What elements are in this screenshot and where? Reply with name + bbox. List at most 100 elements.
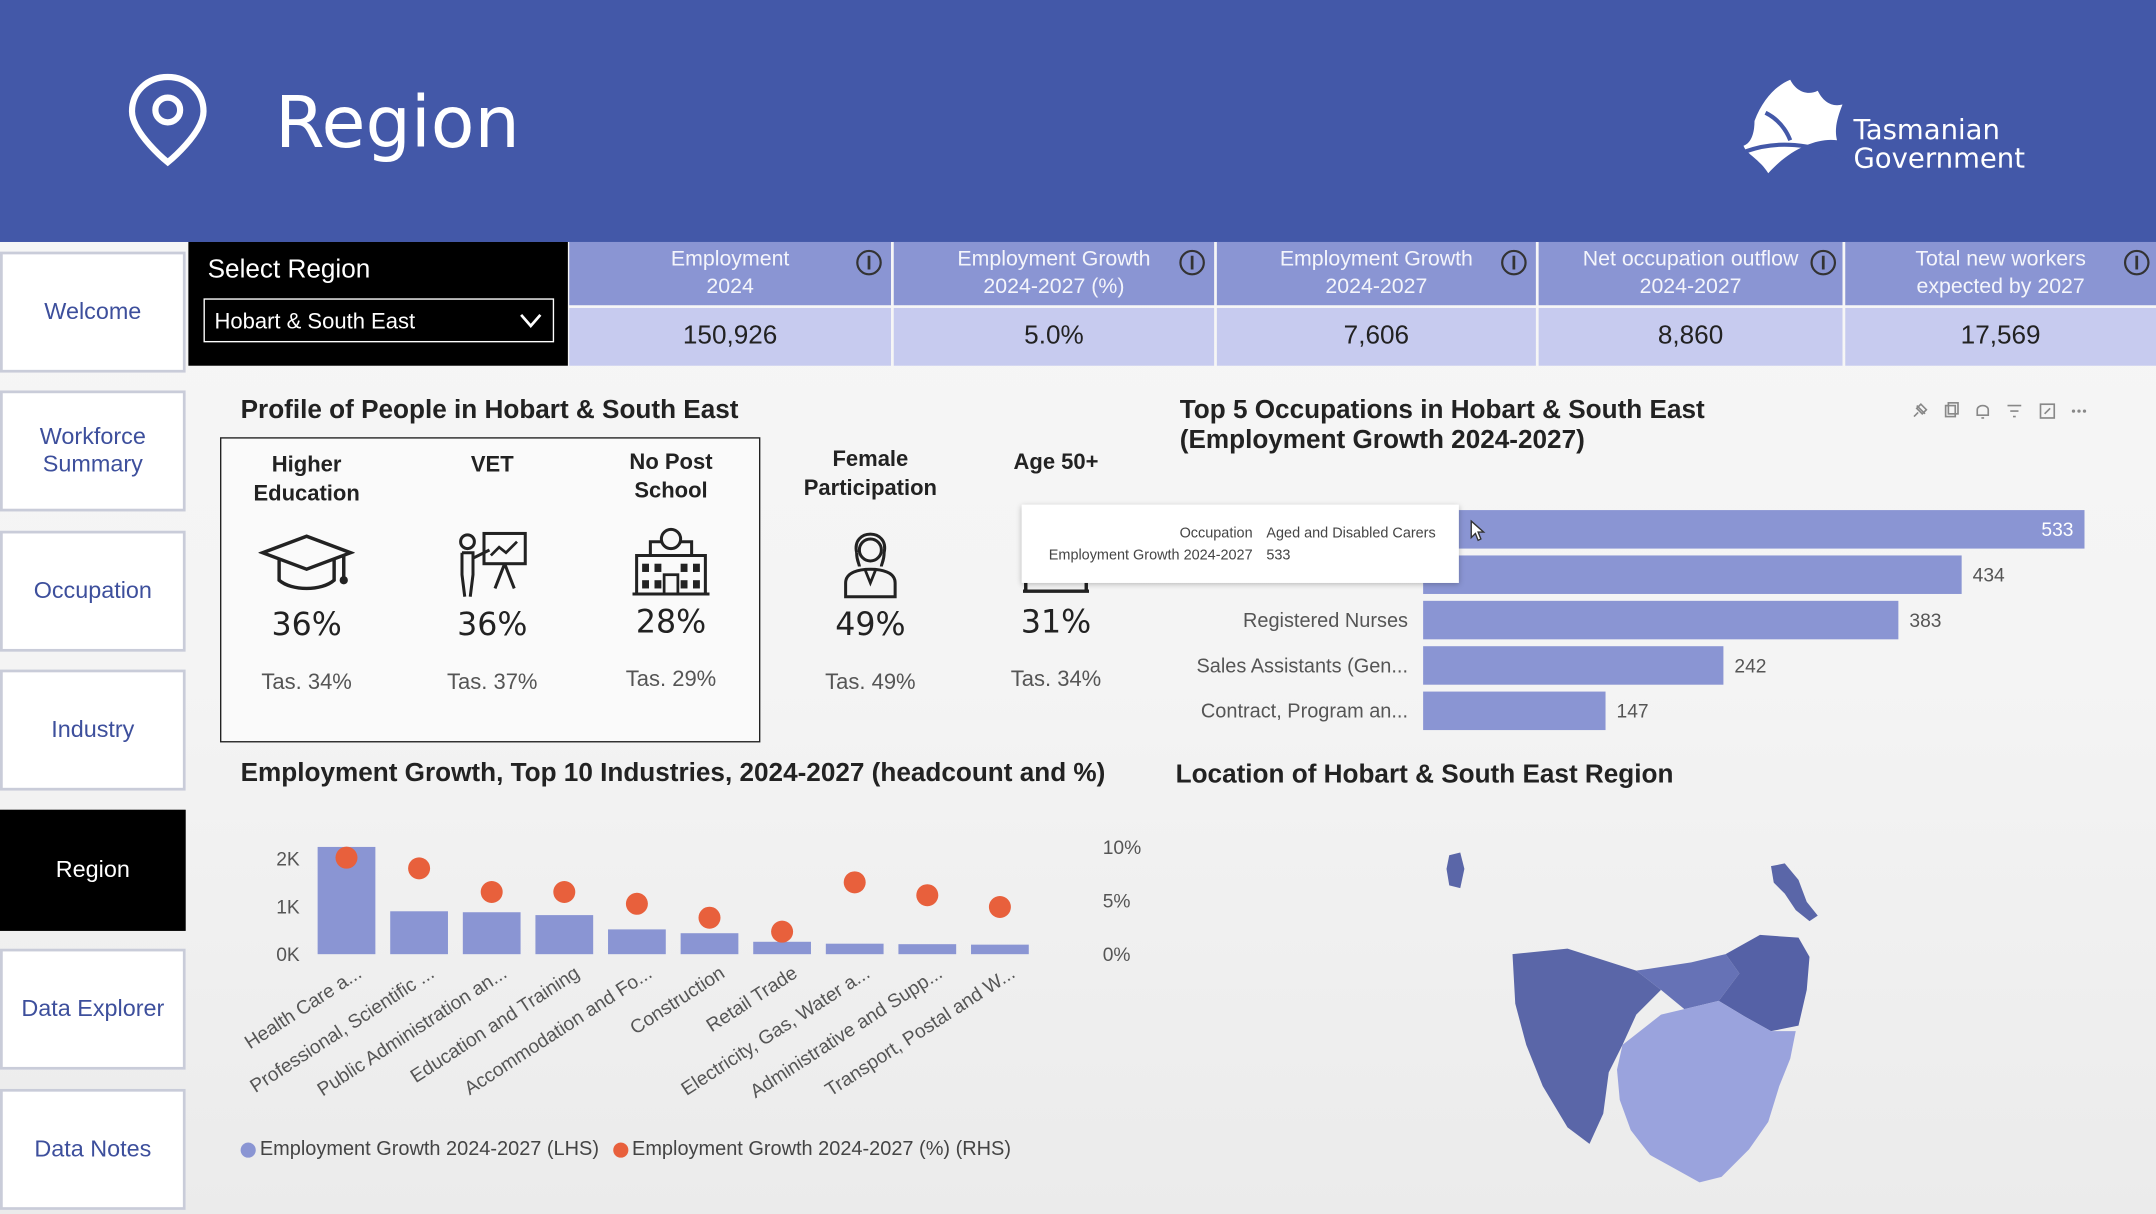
industry-growth-dot[interactable] <box>916 884 939 907</box>
occupation-value-label: 533 <box>2041 520 2073 541</box>
map-northeast-region[interactable] <box>1718 934 1810 1032</box>
industry-growth-dot[interactable] <box>553 880 576 903</box>
region-selector: Select Region Hobart & South East <box>188 241 568 366</box>
industry-growth-dot[interactable] <box>843 871 866 894</box>
nav-label: Data Notes <box>34 1135 152 1162</box>
legend-dot <box>612 1142 628 1158</box>
occupation-bar[interactable] <box>1423 555 1962 594</box>
industry-growth-dot[interactable] <box>408 857 431 880</box>
nav-region[interactable]: Region <box>0 809 186 931</box>
visual-toolbar <box>1913 402 2087 419</box>
nav-occupation[interactable]: Occupation <box>0 530 186 652</box>
kpi-header-line2: 2024 <box>706 274 754 299</box>
industry-bar[interactable] <box>535 915 594 955</box>
kpi-header-line1: Employment Growth <box>1279 247 1473 271</box>
industry-growth-dot[interactable] <box>698 906 721 929</box>
bell-icon[interactable] <box>1976 404 1990 419</box>
map-north-region[interactable] <box>1636 954 1740 1010</box>
nav-workforce-summary[interactable]: Workforce Summary <box>0 390 186 512</box>
school-building-icon <box>632 527 710 596</box>
profile-label <box>980 477 1131 506</box>
info-icon[interactable] <box>1810 249 1838 276</box>
select-region-label: Select Region <box>207 255 371 285</box>
profile-tas-value: Tas. 37% <box>447 670 538 695</box>
nav-welcome[interactable]: Welcome <box>0 251 186 373</box>
industry-bar[interactable] <box>462 912 521 955</box>
nav-data-notes[interactable]: Data Notes <box>0 1088 186 1210</box>
industry-bar[interactable] <box>971 944 1029 955</box>
occupations-title: Top 5 Occupations in Hobart & South East… <box>1180 396 1705 456</box>
industry-bar[interactable] <box>753 941 811 955</box>
copy-icon[interactable] <box>1944 402 1959 418</box>
logo-line-2: Government <box>1853 141 2026 175</box>
y-tick-label: 1K <box>276 897 300 918</box>
y2-tick-label: 5% <box>1103 891 1131 912</box>
info-icon[interactable] <box>2123 249 2151 276</box>
focus-mode-icon[interactable] <box>2039 403 2056 419</box>
industry-growth-dot[interactable] <box>480 880 503 903</box>
graduation-cap-icon <box>258 534 355 591</box>
info-icon[interactable] <box>855 249 883 276</box>
kpi-employment-value: 150,926 <box>569 307 891 366</box>
profile-label: School <box>634 479 708 504</box>
kpi-growth-value: 7,606 <box>1216 307 1536 366</box>
region-dropdown[interactable]: Hobart & South East <box>203 298 555 343</box>
nav-label: Occupation <box>33 577 152 604</box>
logo-line-1: Tasmanian <box>1853 112 2000 146</box>
occupation-bar[interactable] <box>1423 510 2085 549</box>
filter-icon[interactable] <box>2007 404 2022 418</box>
profile-percent: 49% <box>835 607 906 644</box>
kpi-header-line1: Employment <box>670 247 790 271</box>
occupation-bar[interactable] <box>1423 600 1899 640</box>
logo-text: Tasmanian Government <box>1854 115 2026 173</box>
occupation-category-label: Sales Assistants (Gen... <box>1196 655 1408 677</box>
occupation-bar[interactable] <box>1423 691 1606 731</box>
pin-icon[interactable] <box>1913 403 1928 418</box>
industry-growth-dot[interactable] <box>335 846 358 869</box>
kpi-outflow-value: 8,860 <box>1538 307 1843 366</box>
header-bar: Region Tasmanian Government <box>0 0 2156 242</box>
tooltip-value-occupation: Aged and Disabled Carers <box>1266 525 1436 542</box>
kpi-new-workers-header: Total new workers expected by 2027 <box>1845 241 2156 306</box>
legend-lhs[interactable]: Employment Growth 2024-2027 (LHS) <box>240 1138 599 1160</box>
kpi-growth-header: Employment Growth 2024-2027 <box>1216 241 1536 306</box>
industry-bar[interactable] <box>608 929 666 955</box>
kpi-header-line1: Net occupation outflow <box>1582 247 1799 271</box>
top-occupations-chart: 533 434 383 Registered Nurses 242 Sales Assis… <box>1196 510 2085 731</box>
nav-industry[interactable]: Industry <box>0 669 186 791</box>
y2-tick-label: 0% <box>1103 945 1131 966</box>
kpi-growth-pct-value: 5.0% <box>893 307 1215 366</box>
tooltip-key-growth: Employment Growth 2024-2027 <box>1048 547 1253 564</box>
map-west-region[interactable] <box>1512 948 1662 1144</box>
info-icon[interactable] <box>1500 249 1528 276</box>
profile-higher-education: Higher Education 36% Tas. 34% <box>231 451 382 696</box>
nav-data-explorer[interactable]: Data Explorer <box>0 948 186 1070</box>
legend-rhs-label: Employment Growth 2024-2027 (%) (RHS) <box>632 1138 1011 1161</box>
industry-growth-dot[interactable] <box>771 920 794 943</box>
industry-bar[interactable] <box>390 911 448 955</box>
profile-female-participation: Female Participation 49% Tas. 49% <box>795 445 946 695</box>
map-flinders-island[interactable] <box>1771 863 1818 922</box>
map-hobart-south-east-region[interactable] <box>1617 1000 1796 1183</box>
industries-title: Employment Growth, Top 10 Industries, 20… <box>240 758 1106 788</box>
occupations-title-line2: (Employment Growth 2024-2027) <box>1179 426 1585 456</box>
industry-bar[interactable] <box>898 944 957 955</box>
map-king-island[interactable] <box>1446 852 1465 889</box>
more-options-icon[interactable] <box>2071 409 2087 413</box>
profile-percent: 36% <box>271 607 342 644</box>
industry-growth-dot[interactable] <box>988 895 1011 918</box>
legend-dot <box>240 1142 256 1158</box>
profile-label: VET <box>470 453 514 478</box>
tasmania-region-map[interactable] <box>1430 839 1856 1196</box>
industry-bar[interactable] <box>825 943 884 955</box>
info-icon[interactable] <box>1178 249 1206 276</box>
occupation-bar[interactable] <box>1423 646 1724 685</box>
profile-percent: 31% <box>1020 604 1092 641</box>
profile-title: Profile of People in Hobart & South East <box>240 395 739 425</box>
industry-bar[interactable] <box>680 933 739 955</box>
industry-category-label: Health Care a... <box>241 963 365 1054</box>
legend-rhs[interactable]: Employment Growth 2024-2027 (%) (RHS) <box>612 1138 1011 1161</box>
profile-no-post-school: No Post School 28% Tas. 29% <box>595 448 746 693</box>
industry-growth-dot[interactable] <box>625 892 648 915</box>
